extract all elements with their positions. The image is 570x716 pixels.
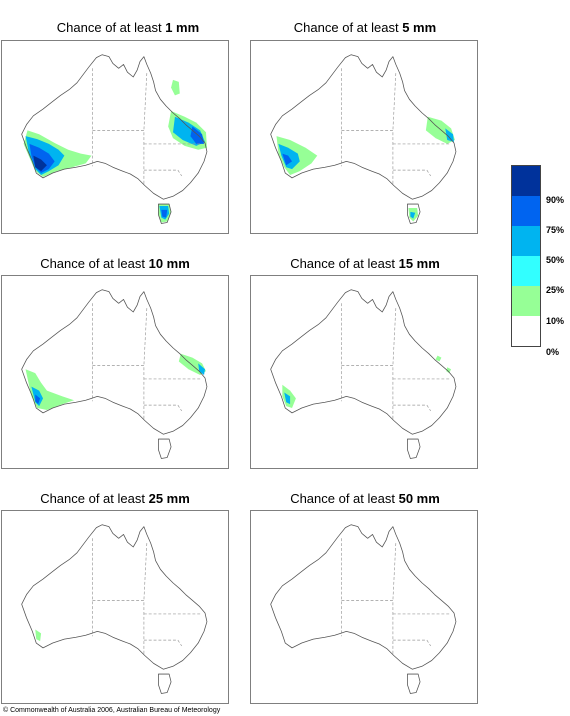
mainland-coastline: [270, 524, 457, 670]
australia-map-5mm: [270, 54, 457, 224]
rain-probability-area-sw-3: [33, 155, 47, 172]
legend-label-25: 25%: [546, 285, 565, 295]
state-border-3: [143, 404, 183, 412]
map-panel-25mm: [1, 510, 229, 704]
state-border-1: [92, 365, 145, 421]
state-border-4: [392, 73, 397, 131]
state-border-4: [392, 308, 397, 366]
state-border-3: [392, 169, 432, 177]
panel-title-15mm: Chance of at least 15 mm: [290, 256, 440, 271]
map-panel-5mm: [250, 40, 478, 234]
map-panel-10mm: [1, 275, 229, 469]
tasmania-coastline: [158, 673, 172, 694]
panel-title-50mm: Chance of at least 50 mm: [290, 491, 440, 506]
rain-probability-area-sw10-2: [35, 394, 41, 405]
mainland-coastline: [270, 289, 457, 435]
mainland-coastline: [21, 524, 208, 670]
map-layers: [21, 289, 208, 459]
australia-map-1mm: [21, 54, 208, 224]
australia-map-25mm: [21, 524, 208, 694]
state-border-4: [143, 73, 148, 131]
rain-probability-area-ne_coast-0: [171, 79, 180, 96]
state-border-1: [92, 130, 145, 186]
legend-label-0: 0%: [546, 347, 560, 357]
panel-title-5mm: Chance of at least 5 mm: [293, 20, 437, 35]
legend-swatch-50: [512, 226, 540, 256]
mainland-coastline: [21, 54, 208, 200]
panel-title-25mm: Chance of at least 25 mm: [40, 491, 190, 506]
state-border-4: [143, 543, 148, 601]
legend-swatch-10: [512, 286, 540, 316]
legend-swatch-25: [512, 256, 540, 286]
tasmania-coastline: [407, 673, 421, 694]
copyright-notice: © Commonwealth of Australia 2006, Austra…: [3, 707, 221, 714]
legend-swatch-90: [512, 166, 540, 196]
rain-probability-area-sw5-2: [282, 153, 293, 166]
rain-probability-area-se_qld-2: [190, 126, 205, 144]
map-layers: [270, 54, 457, 224]
state-border-4: [392, 543, 397, 601]
tasmania-coastline: [407, 438, 421, 459]
state-border-1: [92, 600, 145, 656]
map-layers: [21, 54, 208, 224]
mainland-coastline: [21, 289, 208, 435]
state-border-4: [143, 308, 148, 366]
legend-swatch-0: [512, 316, 540, 346]
panel-title-10mm: Chance of at least 10 mm: [40, 256, 190, 271]
rain-probability-area-se_qld15-1: [446, 367, 452, 374]
rain-probability-area-se_qld5-1: [445, 128, 455, 142]
state-border-3: [392, 404, 432, 412]
panel-title-1mm: Chance of at least 1 mm: [56, 20, 200, 35]
map-panel-15mm: [250, 275, 478, 469]
state-border-3: [143, 639, 183, 647]
legend-label-50: 50%: [546, 255, 565, 265]
legend-label-90: 90%: [546, 195, 565, 205]
rain-probability-area-sw25-0: [35, 629, 42, 642]
state-border-3: [143, 169, 183, 177]
map-layers: [270, 289, 457, 459]
legend-label-10: 10%: [546, 316, 565, 326]
mainland-coastline: [270, 54, 457, 200]
australia-map-50mm: [270, 524, 457, 694]
tasmania-coastline: [158, 438, 172, 459]
map-panel-50mm: [250, 510, 478, 704]
australia-map-15mm: [270, 289, 457, 459]
tasmania-coastline: [407, 203, 421, 224]
map-layers: [270, 524, 457, 694]
state-border-3: [392, 639, 432, 647]
rain-probability-area-sw5-1: [278, 143, 300, 170]
probability-legend: [511, 165, 541, 347]
rain-probability-area-tas5-1: [410, 211, 416, 219]
rain-probability-area-se_qld15-0: [435, 355, 442, 362]
map-panel-1mm: [1, 40, 229, 234]
tasmania-coastline: [158, 203, 172, 224]
australia-map-10mm: [21, 289, 208, 459]
legend-swatch-75: [512, 196, 540, 226]
rain-probability-area-se_qld10-1: [198, 363, 206, 376]
rain-probability-area-tas-2: [161, 209, 168, 218]
map-layers: [21, 524, 208, 694]
legend-label-75: 75%: [546, 225, 565, 235]
